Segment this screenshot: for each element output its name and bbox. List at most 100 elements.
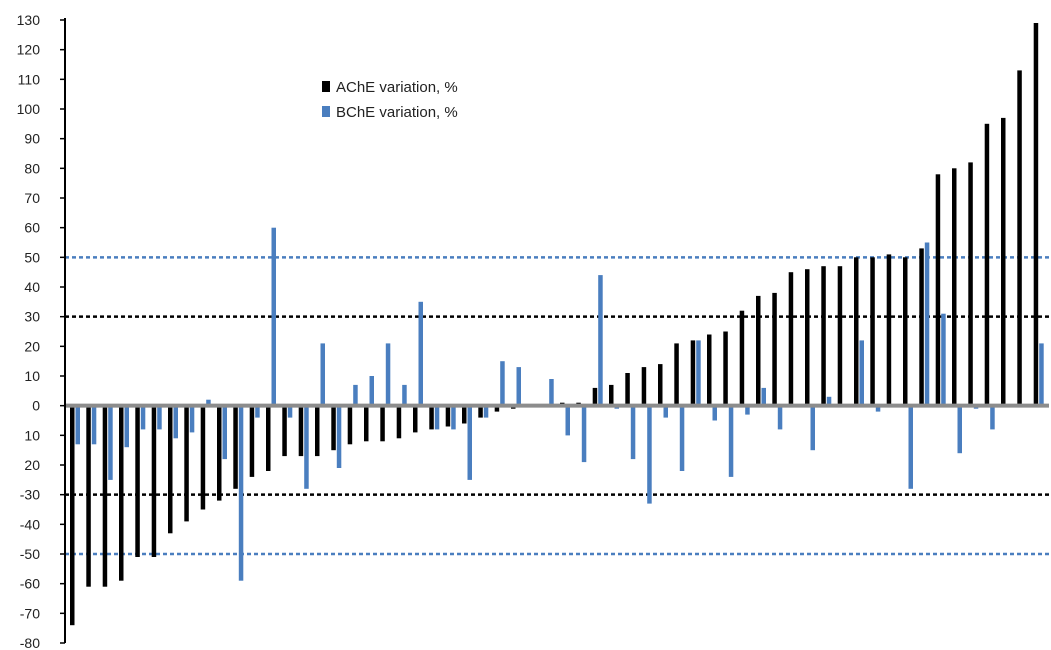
bar-s0-24 <box>462 405 467 424</box>
bar-s0-20 <box>396 405 402 439</box>
bar-s0-38 <box>690 340 696 406</box>
bar-s0-43 <box>772 292 777 406</box>
y-tick-label: 120 <box>17 42 41 58</box>
bar-s0-4 <box>135 405 140 557</box>
bar-s0-0 <box>70 405 75 626</box>
bar-s1-20 <box>402 384 407 406</box>
bar-s0-48 <box>854 257 859 406</box>
bar-s0-58 <box>1017 70 1022 406</box>
bar-s1-10 <box>238 405 244 581</box>
bar-s1-31 <box>581 405 587 463</box>
bar-s1-36 <box>663 405 668 418</box>
y-tick-label: 50 <box>24 249 40 265</box>
bar-s1-21 <box>418 301 423 406</box>
bar-s0-22 <box>429 405 434 430</box>
y-tick-label: 80 <box>24 160 40 176</box>
bar-s0-1 <box>86 405 91 587</box>
y-tick-label: -60 <box>20 576 40 592</box>
y-tick-label: 20 <box>24 338 40 354</box>
y-tick-label: -80 <box>20 635 40 650</box>
legend-swatch-bche <box>322 106 330 117</box>
bar-s0-50 <box>886 254 892 406</box>
y-tick-label: 110 <box>18 71 41 87</box>
bar-s1-18 <box>369 376 374 406</box>
bar-s1-30 <box>565 405 570 436</box>
bar-s0-34 <box>625 373 630 406</box>
y-tick-label: 0 <box>32 398 40 414</box>
bar-s1-23 <box>451 405 456 430</box>
y-tick-label: 130 <box>17 12 41 28</box>
y-tick-label: 90 <box>24 131 40 147</box>
y-tick-label: 30 <box>24 309 40 325</box>
bar-s1-35 <box>647 405 652 504</box>
bar-s1-0 <box>75 405 80 445</box>
bar-s0-8 <box>200 405 206 510</box>
legend-label-ache: AChE variation, % <box>336 79 458 96</box>
bar-s1-25 <box>483 405 489 418</box>
bar-s1-26 <box>500 361 505 406</box>
bar-s0-32 <box>592 387 598 406</box>
bar-s1-54 <box>957 405 962 454</box>
y-tick-label: -70 <box>20 605 40 621</box>
bar-s1-59 <box>1039 343 1044 406</box>
legend-label-bche: BChE variation, % <box>336 104 458 121</box>
bar-s0-13 <box>282 405 287 457</box>
bar-s1-38 <box>696 340 701 406</box>
bar-s0-16 <box>331 405 336 451</box>
bar-s0-54 <box>952 168 957 406</box>
bar-s0-37 <box>674 343 679 406</box>
bar-s0-55 <box>968 162 973 406</box>
bar-s1-1 <box>91 405 97 445</box>
bar-s0-49 <box>870 257 875 406</box>
y-tick-labels: 13012011010090807060504030201001020-30-4… <box>17 12 41 650</box>
bar-s0-46 <box>821 266 826 406</box>
bar-s0-56 <box>984 123 990 406</box>
bar-s1-45 <box>810 405 815 451</box>
bar-s0-5 <box>151 405 157 557</box>
bar-s1-15 <box>320 343 325 406</box>
bar-s0-52 <box>919 248 924 406</box>
bar-s0-10 <box>233 405 238 489</box>
bar-s0-11 <box>249 405 255 477</box>
y-tick-label: 70 <box>24 190 40 206</box>
bar-s0-47 <box>837 266 843 406</box>
bar-s0-45 <box>805 269 810 406</box>
bar-s1-22 <box>434 405 440 430</box>
bar-s1-48 <box>859 340 864 406</box>
bar-s0-3 <box>119 405 124 581</box>
bar-s1-46 <box>826 396 832 406</box>
y-tick-label: 20 <box>24 457 40 473</box>
bar-s1-40 <box>728 405 734 477</box>
bar-s0-39 <box>707 334 712 406</box>
bar-s1-5 <box>157 405 162 430</box>
bar-s0-12 <box>266 405 271 471</box>
bar-s1-12 <box>271 227 276 406</box>
bar-s0-33 <box>609 384 614 406</box>
y-tick-label: 60 <box>24 220 40 236</box>
bar-s1-51 <box>908 405 913 489</box>
legend-swatch-ache <box>322 81 330 92</box>
bar-s1-49 <box>875 405 881 412</box>
bar-s0-7 <box>184 405 189 522</box>
y-tick-label: -40 <box>20 516 40 532</box>
bar-s1-7 <box>189 405 195 433</box>
bar-s1-53 <box>941 313 946 406</box>
bar-s0-53 <box>935 174 941 406</box>
bar-s1-6 <box>173 405 178 439</box>
bar-s0-57 <box>1001 117 1006 406</box>
bar-s0-19 <box>380 405 385 442</box>
bar-s1-32 <box>598 275 603 406</box>
bar-s1-11 <box>255 405 260 418</box>
bar-s1-43 <box>777 405 783 430</box>
bar-s1-34 <box>630 405 636 460</box>
bar-s0-51 <box>903 257 908 406</box>
bar-s0-14 <box>298 405 304 457</box>
bar-s1-4 <box>140 405 146 430</box>
y-tick-label: -30 <box>20 487 40 503</box>
y-tick-label: 100 <box>17 101 41 117</box>
bar-s1-9 <box>222 405 227 460</box>
legend: AChE variation, % BChE variation, % <box>322 79 458 121</box>
y-tick-label: 40 <box>24 279 40 295</box>
bars-group <box>70 23 1044 626</box>
